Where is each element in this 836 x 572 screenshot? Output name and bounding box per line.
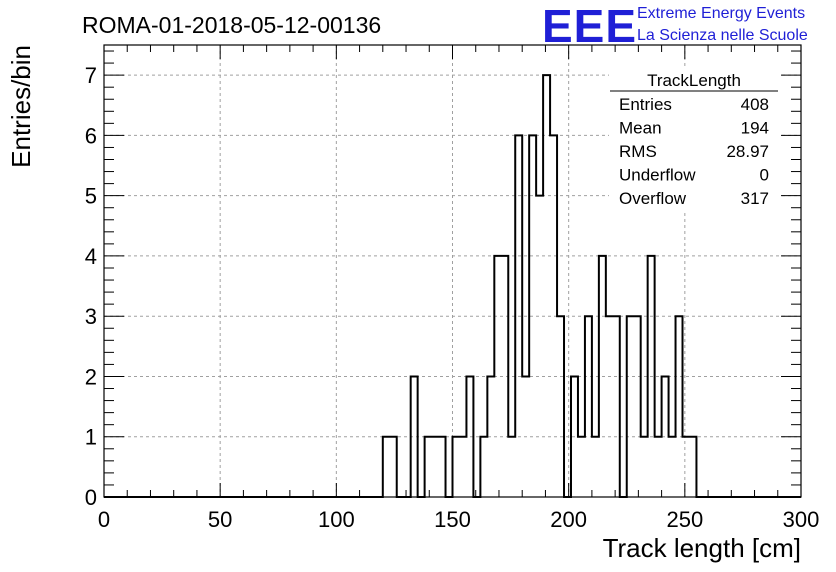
y-tick-label: 5: [85, 184, 97, 209]
x-tick-label: 50: [208, 507, 232, 532]
x-tick-label: 300: [783, 507, 820, 532]
x-tick-label: 150: [434, 507, 471, 532]
stats-row-value: 317: [741, 189, 769, 208]
stats-box-title: TrackLength: [647, 71, 741, 90]
y-tick-label: 0: [85, 485, 97, 510]
eee-logo: EEE: [542, 0, 637, 52]
y-tick-label: 2: [85, 364, 97, 389]
axis-ticks: [103, 45, 802, 498]
stats-row-value: 408: [741, 95, 769, 114]
y-tick-label: 7: [85, 63, 97, 88]
y-tick-label: 4: [85, 244, 97, 269]
x-axis-title: Track length [cm]: [603, 533, 801, 563]
grid: [104, 45, 801, 497]
stats-row-value: 194: [741, 119, 769, 138]
x-tick-label: 100: [318, 507, 355, 532]
chart-title: ROMA-01-2018-05-12-00136: [82, 12, 381, 38]
x-tick-labels: 0 50 100 150 200 250 300: [98, 507, 819, 532]
y-tick-label: 6: [85, 123, 97, 148]
y-tick-label: 3: [85, 304, 97, 329]
stats-row-label: Entries: [619, 95, 672, 114]
stats-box: TrackLength Entries 408 Mean 194 RMS 28.97 Und…: [609, 68, 779, 211]
x-tick-label: 200: [550, 507, 587, 532]
stats-box-rows: Entries 408 Mean 194 RMS 28.97 Underflow 0 Overf…: [619, 95, 769, 208]
x-tick-label: 0: [98, 507, 110, 532]
y-tick-label: 1: [85, 425, 97, 450]
stats-row-label: Underflow: [619, 166, 696, 185]
stats-row-value: 28.97: [726, 142, 769, 161]
stats-row-label: Mean: [619, 119, 662, 138]
x-tick-label: 250: [666, 507, 703, 532]
eee-logo-subtitle-1: Extreme Energy Events: [637, 5, 805, 22]
stats-row-label: RMS: [619, 142, 657, 161]
stats-row-label: Overflow: [619, 189, 687, 208]
y-tick-labels: 0 1 2 3 4 5 6 7: [85, 63, 97, 510]
stats-row-value: 0: [760, 166, 769, 185]
y-axis-title: Entries/bin: [6, 45, 36, 168]
stats-box-background: [609, 68, 779, 211]
eee-logo-subtitle-2: La Scienza nelle Scuole: [637, 27, 808, 44]
